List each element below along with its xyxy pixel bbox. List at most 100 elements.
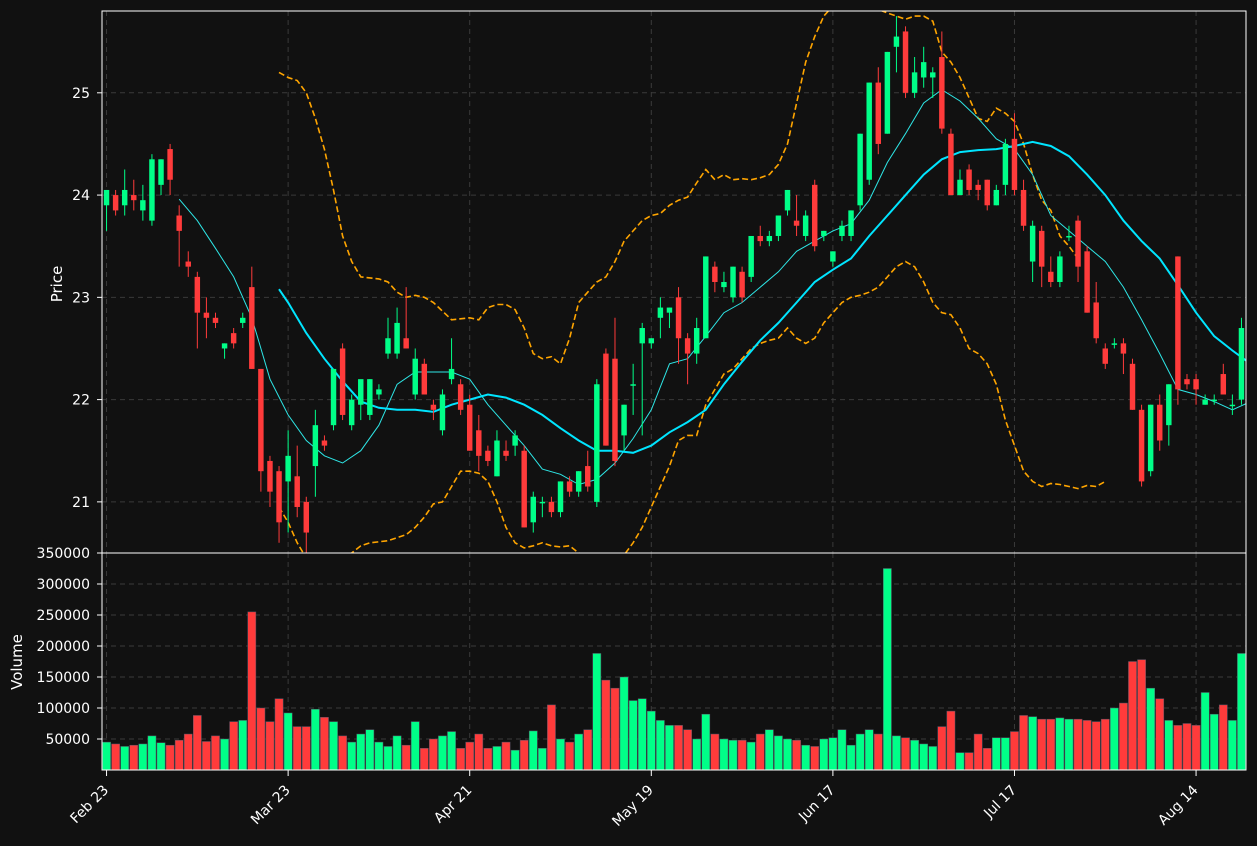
candle-body (267, 460, 273, 492)
volume-bar (265, 721, 275, 771)
candle-body (1111, 343, 1118, 345)
volume-bar (646, 710, 656, 771)
candle-body (457, 384, 464, 410)
volume-bar (1100, 718, 1110, 771)
candle-body (784, 189, 791, 211)
volume-bar (283, 712, 293, 771)
candle-body (557, 481, 564, 513)
volume-bar (338, 735, 347, 771)
volume-bar (783, 738, 792, 771)
candle-body (621, 404, 627, 436)
candle-body (421, 363, 428, 395)
volume-bar (692, 738, 702, 771)
candle-body (1102, 348, 1108, 364)
volume-bar (710, 733, 720, 771)
volume-bar (574, 733, 584, 771)
candle-body (612, 358, 618, 461)
volume-bar (774, 735, 783, 771)
candle-body (285, 455, 291, 482)
candle-body (1157, 404, 1163, 441)
candle-body (666, 307, 673, 313)
volume-bar (474, 733, 484, 771)
volume-bar (601, 679, 611, 771)
candle-body (466, 404, 473, 451)
volume-bar (347, 741, 357, 771)
volume-bar (183, 733, 193, 771)
candle-body (1184, 379, 1190, 385)
candle-body (594, 384, 600, 502)
candle-body (957, 179, 963, 196)
candle-body (1211, 399, 1217, 402)
candle-body (857, 133, 863, 206)
volume-bar (447, 731, 456, 771)
candle-body (766, 235, 773, 242)
volume-bar (819, 738, 829, 771)
volume-bar (837, 729, 847, 771)
volume-bar (1173, 725, 1183, 771)
fast-moving-average-line (178, 89, 1246, 486)
candle-body (385, 338, 391, 354)
volume-bar (683, 729, 692, 771)
candle-body (439, 394, 446, 431)
volume-bar (674, 725, 683, 771)
volume-bar (901, 737, 910, 771)
candle-body (485, 450, 491, 461)
candle-body (1029, 225, 1036, 262)
volume-bar (628, 700, 638, 771)
candle-body (866, 82, 872, 180)
volume-bar (329, 721, 338, 771)
volume-bar (229, 721, 238, 771)
candle-body (476, 430, 482, 456)
price-y-tick-label: 25 (72, 86, 90, 102)
candle-body (648, 338, 655, 344)
volume-bar (1128, 661, 1137, 771)
candle-body (503, 450, 509, 456)
price-axis-label: Price (48, 266, 66, 303)
volume-bar (1028, 716, 1037, 771)
price-y-tick-label: 24 (72, 188, 90, 204)
candle-body (1138, 409, 1145, 482)
volume-bar (801, 744, 810, 771)
candle-body (1129, 363, 1136, 410)
volume-bar (873, 733, 883, 771)
candle-body (321, 440, 328, 446)
upper-band-line (278, 11, 1079, 366)
candle-body (821, 230, 827, 236)
axes (97, 10, 1247, 776)
volume-bar (256, 707, 266, 771)
volume-bar (1218, 704, 1228, 771)
candle-body (521, 450, 527, 528)
volume-bar (465, 741, 475, 771)
volume-bar (701, 713, 711, 771)
candle-body (367, 379, 373, 415)
volume-bar (846, 744, 856, 771)
volume-bar (910, 739, 919, 771)
volume-bar (501, 741, 511, 771)
candle-body (893, 36, 900, 47)
volume-bar (1064, 718, 1074, 771)
volume-bar (764, 729, 774, 771)
candle-body (103, 189, 110, 206)
volume-bar (1055, 717, 1065, 771)
volume-bar (565, 741, 574, 771)
volume-y-tick-label: 150000 (37, 670, 90, 686)
candle-body (1120, 343, 1127, 354)
volume-bar (1191, 725, 1201, 771)
volume-bar (610, 687, 620, 771)
volume-bar (102, 741, 111, 771)
candle-body (221, 343, 228, 349)
volume-bar (665, 725, 674, 771)
volume-bars (102, 568, 1246, 771)
candle-body (194, 276, 201, 313)
volume-bar (1237, 653, 1246, 771)
candle-body (258, 368, 264, 472)
candle-body (1193, 379, 1199, 390)
volume-bar (810, 746, 820, 771)
volume-bar (174, 739, 184, 771)
volume-bar (410, 721, 420, 771)
volume-bar (592, 653, 602, 771)
candle-body (730, 266, 736, 298)
candle-body (158, 159, 164, 185)
candle-body (775, 215, 782, 236)
candle-body (1038, 230, 1045, 267)
